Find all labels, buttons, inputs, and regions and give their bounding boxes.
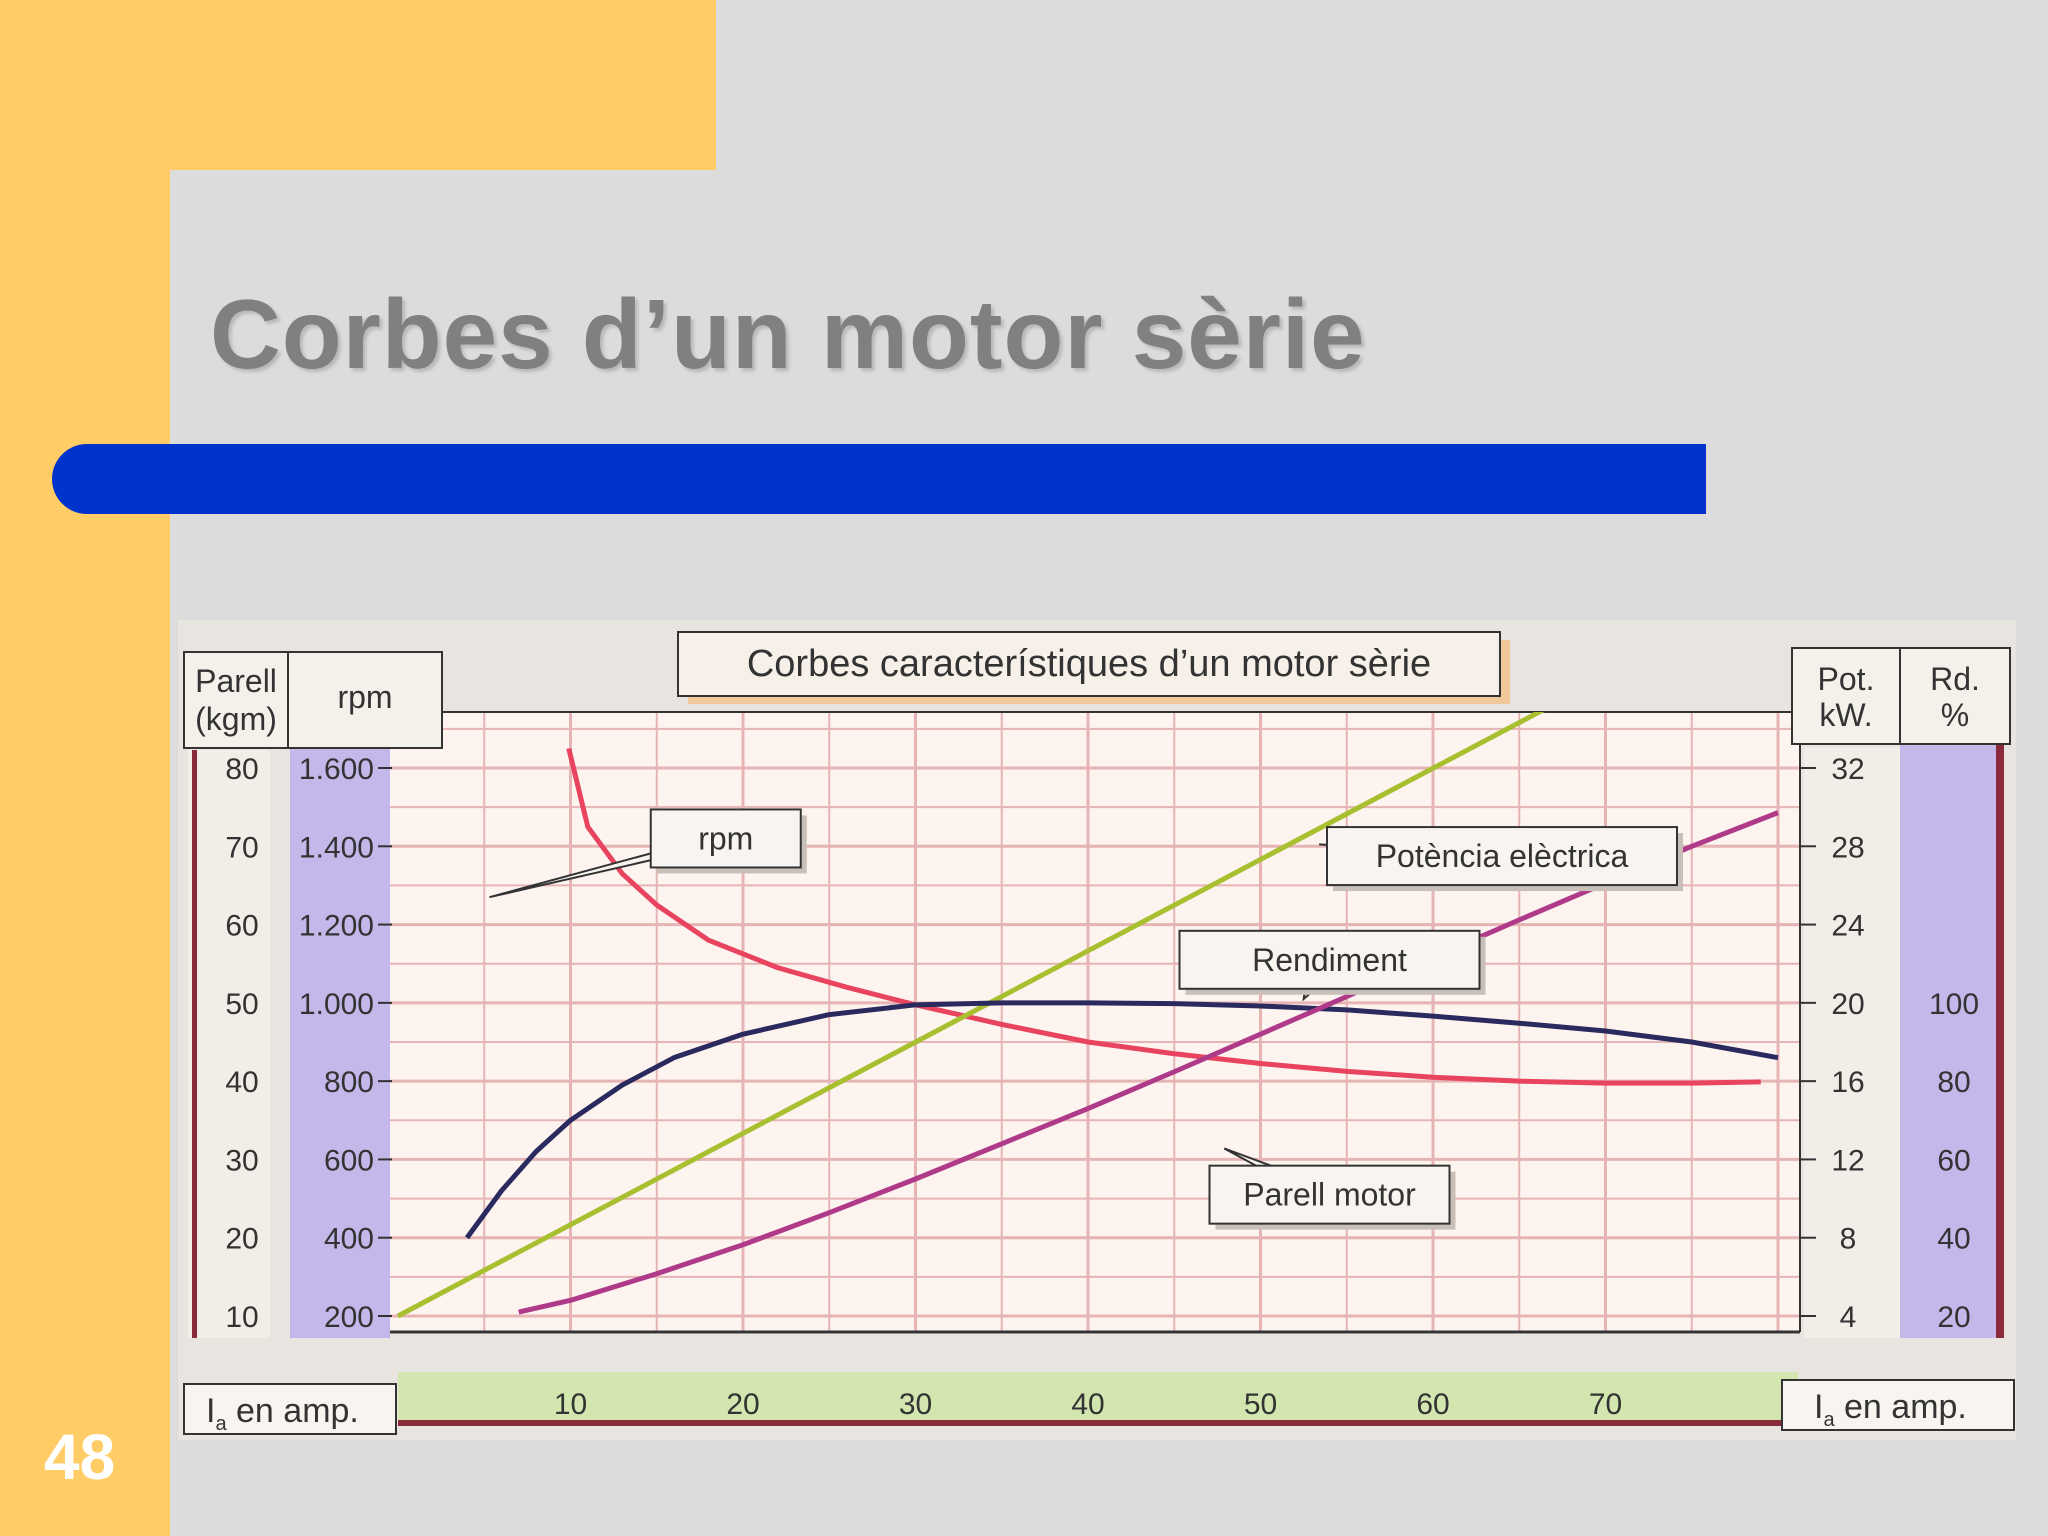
rd-header-box — [1899, 647, 2011, 745]
callout-box — [1178, 929, 1481, 990]
pot-tick-label: 4 — [1840, 1301, 1857, 1334]
parell-tick-label: 40 — [225, 1066, 258, 1099]
rpm-axis-band — [290, 748, 390, 1338]
parell-tick-label: 10 — [225, 1301, 258, 1334]
callout-label: Potència elèctrica — [1376, 838, 1629, 874]
parell-axis-band — [188, 750, 270, 1338]
x-tick-label: 60 — [1416, 1388, 1449, 1421]
series-parell-motor — [518, 810, 1779, 1315]
x-tick-label: 40 — [1071, 1388, 1104, 1421]
rd-tick-label: 80 — [1937, 1066, 1970, 1099]
x-axis-line — [398, 1420, 1798, 1426]
plot-area — [390, 712, 1800, 1334]
pot-tick-label: 8 — [1840, 1223, 1857, 1256]
pot-tick-label: 24 — [1831, 910, 1864, 943]
rd-tick-label: 20 — [1937, 1301, 1970, 1334]
parell-axis-line — [192, 750, 197, 1338]
curve-callouts: rpm Potència elèctrica Rendiment Parell mot… — [489, 808, 1683, 1230]
callout-parell-motor: Parell motor — [1208, 1147, 1456, 1230]
pot-tick-label: 20 — [1831, 988, 1864, 1021]
x-tick-label: 30 — [899, 1388, 932, 1421]
rpm-tick-label: 200 — [324, 1301, 374, 1334]
x-axis-label-left: Ia en amp. — [206, 1392, 359, 1435]
rd-tick-label: 60 — [1937, 1144, 1970, 1177]
pot-axis-unit: kW. — [1819, 697, 1872, 733]
rd-axis-band — [1900, 744, 1996, 1338]
pot-header-box — [1791, 647, 1901, 745]
parell-axis-label: Parell — [195, 663, 277, 699]
callout-label: Rendiment — [1252, 942, 1407, 978]
parell-axis-unit: (kgm) — [195, 701, 277, 737]
pot-tick-label: 32 — [1831, 753, 1864, 786]
rd-axis-unit: % — [1941, 697, 1969, 733]
x-tick-label: 70 — [1589, 1388, 1622, 1421]
rpm-tick-label: 1.600 — [299, 753, 374, 786]
data-curves — [396, 712, 1779, 1319]
pot-tick-label: 12 — [1831, 1144, 1864, 1177]
rpm-header-box — [287, 651, 443, 749]
rpm-tick-label: 800 — [324, 1066, 374, 1099]
rd-axis-line — [1996, 744, 2004, 1338]
slide-number: 48 — [44, 1421, 116, 1493]
x-label-left-box — [183, 1383, 397, 1435]
pot-axis-label: Pot. — [1818, 661, 1875, 697]
series-rendiment — [464, 1000, 1779, 1240]
parell-tick-label: 20 — [225, 1223, 258, 1256]
callout-label: Parell motor — [1243, 1177, 1416, 1213]
pot-tick-label: 16 — [1831, 1066, 1864, 1099]
x-tick-label: 50 — [1244, 1388, 1277, 1421]
parell-tick-label: 80 — [225, 753, 258, 786]
rpm-tick-label: 1.000 — [299, 988, 374, 1021]
x-label-right-box — [1781, 1379, 2015, 1431]
rpm-tick-label: 600 — [324, 1144, 374, 1177]
parell-tick-label: 60 — [225, 910, 258, 943]
title-underline-bar — [52, 444, 1706, 514]
callout-box — [1326, 826, 1678, 887]
x-tick-label: 20 — [726, 1388, 759, 1421]
parell-tick-label: 50 — [225, 988, 258, 1021]
pot-axis-band — [1804, 748, 1900, 1338]
x-axis-label-right: Ia en amp. — [1814, 1388, 1967, 1431]
chart-title-box — [677, 631, 1501, 697]
x-axis-band — [398, 1372, 1798, 1424]
rd-tick-label: 40 — [1937, 1223, 1970, 1256]
parell-tick-label: 30 — [225, 1144, 258, 1177]
callout-rpm: rpm — [489, 808, 807, 899]
slide-title: Corbes d’un motor sèrie — [210, 279, 1366, 389]
rpm-tick-label: 1.400 — [299, 831, 374, 864]
series-rpm — [566, 747, 1761, 1086]
rpm-axis-label: rpm — [337, 679, 392, 715]
rpm-tick-label: 400 — [324, 1223, 374, 1256]
parell-tick-label: 70 — [225, 831, 258, 864]
callout-label: rpm — [698, 820, 753, 856]
motor-curves-chart: Parell (kgm) rpm Corbes característiques… — [178, 620, 2016, 1440]
parell-header-box — [183, 651, 289, 749]
callout-box — [1208, 1164, 1451, 1225]
rpm-tick-label: 1.200 — [299, 910, 374, 943]
axis-ticks: 80 70 60 50 40 30 20 10 1.600 1.400 1.200 1.000 800 6… — [225, 753, 1979, 1421]
left-yellow-band — [0, 0, 170, 1536]
rd-tick-label: 100 — [1929, 988, 1979, 1021]
rd-axis-label: Rd. — [1930, 661, 1980, 697]
pot-tick-label: 28 — [1831, 831, 1864, 864]
chart-figure: Parell (kgm) rpm Corbes característiques… — [178, 620, 2016, 1440]
chart-title: Corbes característiques d’un motor sèrie — [747, 643, 1431, 685]
callout-pot-ncia-el-ctrica: Potència elèctrica — [1319, 826, 1683, 892]
x-tick-label: 10 — [554, 1388, 587, 1421]
top-yellow-band — [0, 0, 716, 170]
callout-rendiment: Rendiment — [1178, 929, 1486, 1002]
callout-box — [649, 808, 802, 869]
